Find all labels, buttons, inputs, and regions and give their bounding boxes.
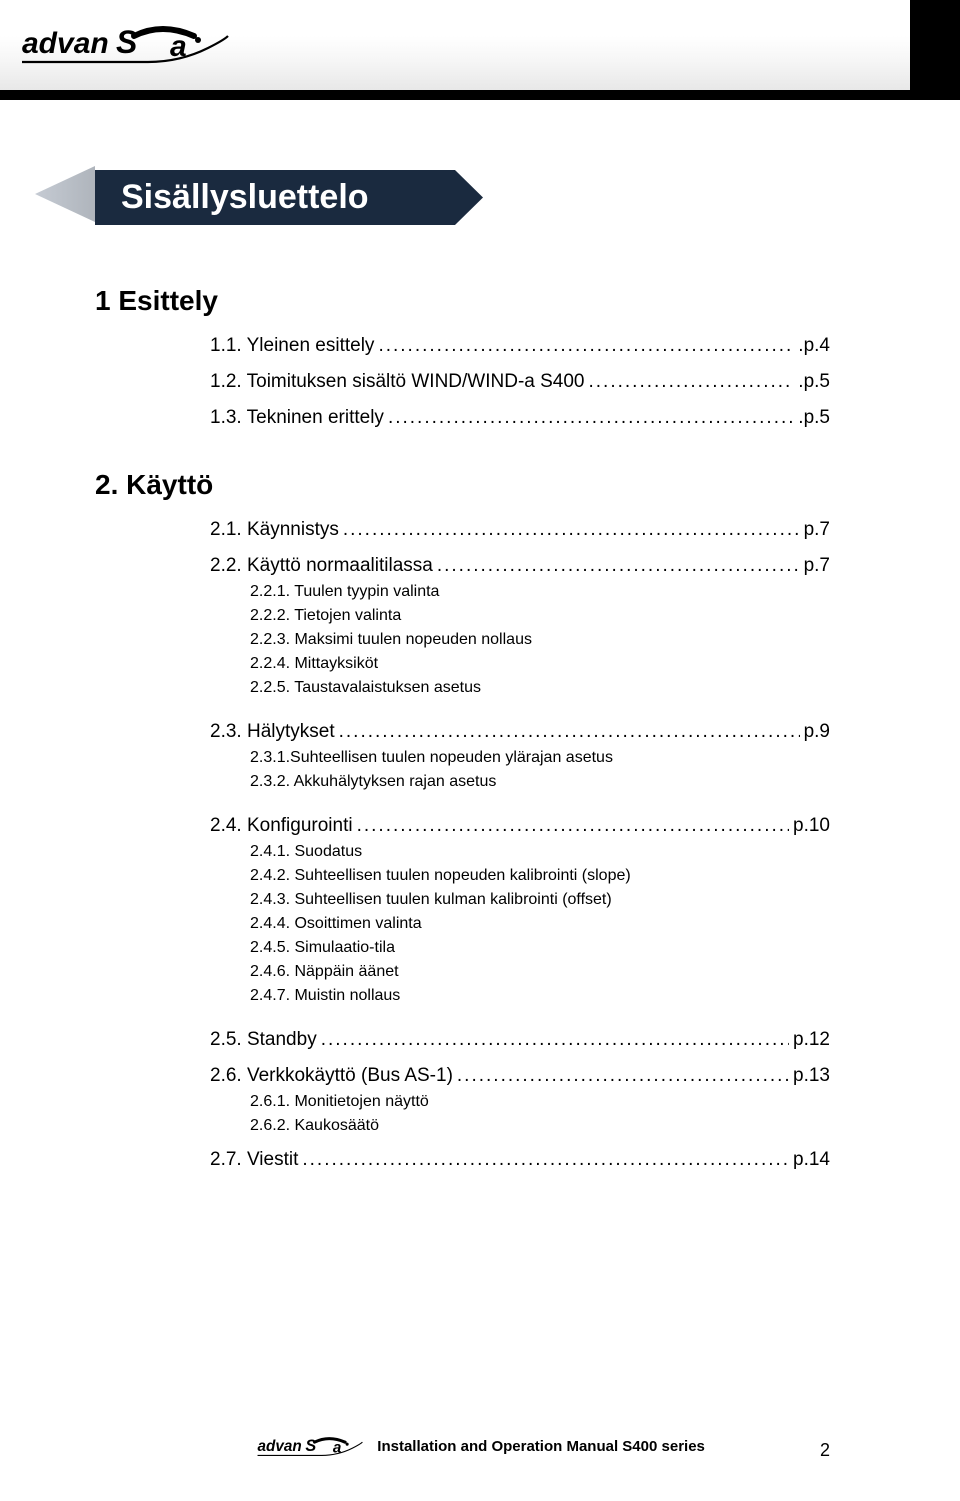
toc-entry: 2.6.2. Kaukosäätö xyxy=(250,1117,830,1135)
toc-label: 2.3. Hälytykset xyxy=(210,721,335,743)
toc-label: 2.1. Käynnistys xyxy=(210,519,339,541)
toc-page: p.12 xyxy=(793,1029,830,1051)
toc-label: 2.2.3. Maksimi tuulen nopeuden nollaus xyxy=(250,631,532,649)
toc-entry: 1.3. Tekninen erittely..................… xyxy=(210,407,830,429)
toc-label: 2.4.5. Simulaatio-tila xyxy=(250,939,395,957)
toc-entry: 2.4.3. Suhteellisen tuulen kulman kalibr… xyxy=(250,891,830,909)
toc-label: 2.4.2. Suhteellisen tuulen nopeuden kali… xyxy=(250,867,631,885)
toc-label: 2.7. Viestit xyxy=(210,1149,298,1171)
toc-dots: ........................................… xyxy=(457,1065,789,1087)
toc-entry: 2.4. Konfigurointi......................… xyxy=(210,815,830,837)
toc-label: 1.3. Tekninen erittely xyxy=(210,407,384,429)
footer-brand-logo: advan S a xyxy=(255,1433,367,1461)
toc-entry: 2.4.1. Suodatus xyxy=(250,843,830,861)
toc-dots: ........................................… xyxy=(378,335,794,357)
toc-label: 1.1. Yleinen esittely xyxy=(210,335,374,357)
toc-entry: 1.1. Yleinen esittely...................… xyxy=(210,335,830,357)
svg-text:advan: advan xyxy=(22,27,109,60)
toc-content: 1 Esittely 1.1. Yleinen esittely.........… xyxy=(0,285,960,1171)
toc-entry: 2.2.3. Maksimi tuulen nopeuden nollaus xyxy=(250,631,830,649)
toc-dots: ........................................… xyxy=(357,815,789,837)
toc-entry: 2.3.2. Akkuhälytyksen rajan asetus xyxy=(250,773,830,791)
toc-label: 2.4.6. Näppäin äänet xyxy=(250,963,399,981)
toc-label: 2.6.1. Monitietojen näyttö xyxy=(250,1093,429,1111)
toc-entry: 2.4.6. Näppäin äänet xyxy=(250,963,830,981)
toc-page: p.7 xyxy=(804,555,830,577)
toc-page: p.9 xyxy=(804,721,830,743)
toc-page: .p.5 xyxy=(798,407,830,429)
svg-text:S: S xyxy=(306,1437,317,1455)
toc-label: 2.2. Käyttö normaalitilassa xyxy=(210,555,433,577)
toc-dots: ........................................… xyxy=(437,555,800,577)
toc-label: 2.6. Verkkokäyttö (Bus AS-1) xyxy=(210,1065,453,1087)
toc-entry: 2.4.7. Muistin nollaus xyxy=(250,987,830,1005)
toc-label: 2.4.1. Suodatus xyxy=(250,843,362,861)
page-footer: advan S a Installation and Operation Man… xyxy=(0,1433,960,1461)
toc-dots: ........................................… xyxy=(343,519,800,541)
toc-entry: 2.2.5. Taustavalaistuksen asetus xyxy=(250,679,830,697)
toc-entry: 2.6. Verkkokäyttö (Bus AS-1)............… xyxy=(210,1065,830,1087)
toc-entry: 2.1. Käynnistys.........................… xyxy=(210,519,830,541)
toc-label: 2.2.4. Mittayksiköt xyxy=(250,655,378,673)
toc-label: 1.2. Toimituksen sisältö WIND/WIND-a S40… xyxy=(210,371,585,393)
toc-entry: 2.3. Hälytykset.........................… xyxy=(210,721,830,743)
header-black-block xyxy=(910,0,960,90)
svg-text:S: S xyxy=(116,24,138,60)
banner-shadow-arrow xyxy=(35,166,95,222)
brand-logo: advan S a xyxy=(22,18,232,73)
footer-text: Installation and Operation Manual S400 s… xyxy=(377,1438,705,1455)
heading-text: Sisällysluettelo xyxy=(121,178,369,216)
toc-label: 2.2.1. Tuulen tyypin valinta xyxy=(250,583,439,601)
toc-label: 2.6.2. Kaukosäätö xyxy=(250,1117,379,1135)
section-title: 1 Esittely xyxy=(95,285,830,317)
toc-entry: 2.3.1.Suhteellisen tuulen nopeuden ylära… xyxy=(250,749,830,767)
toc-page: .p.5 xyxy=(798,371,830,393)
toc-entry: 2.4.5. Simulaatio-tila xyxy=(250,939,830,957)
toc-page: .p.4 xyxy=(798,335,830,357)
toc-label: 2.2.5. Taustavalaistuksen asetus xyxy=(250,679,481,697)
toc-dots: ........................................… xyxy=(339,721,800,743)
page-header: advan S a xyxy=(0,0,960,100)
toc-entry: 1.2. Toimituksen sisältö WIND/WIND-a S40… xyxy=(210,371,830,393)
toc-entry: 2.6.1. Monitietojen näyttö xyxy=(250,1093,830,1111)
toc-page: p.13 xyxy=(793,1065,830,1087)
toc-entry: 2.2.1. Tuulen tyypin valinta xyxy=(250,583,830,601)
toc-label: 2.4. Konfigurointi xyxy=(210,815,353,837)
toc-page: p.14 xyxy=(793,1149,830,1171)
section-heading-banner: Sisällysluettelo xyxy=(95,170,595,225)
toc-dots: ........................................… xyxy=(388,407,794,429)
toc-dots: ........................................… xyxy=(589,371,795,393)
toc-dots: ........................................… xyxy=(321,1029,789,1051)
banner-arrow-right xyxy=(455,170,483,225)
page-number: 2 xyxy=(820,1440,830,1461)
toc-entry: 2.7. Viestit............................… xyxy=(210,1149,830,1171)
toc-page: p.7 xyxy=(804,519,830,541)
section-title: 2. Käyttö xyxy=(95,469,830,501)
toc-label: 2.5. Standby xyxy=(210,1029,317,1051)
toc-label: 2.3.2. Akkuhälytyksen rajan asetus xyxy=(250,773,496,791)
toc-label: 2.4.3. Suhteellisen tuulen kulman kalibr… xyxy=(250,891,612,909)
toc-label: 2.4.7. Muistin nollaus xyxy=(250,987,400,1005)
heading-title: Sisällysluettelo xyxy=(95,170,455,225)
svg-text:advan: advan xyxy=(258,1438,302,1455)
toc-entry: 2.2.2. Tietojen valinta xyxy=(250,607,830,625)
toc-dots: ........................................… xyxy=(302,1149,789,1171)
toc-entry: 2.2.4. Mittayksiköt xyxy=(250,655,830,673)
toc-entry: 2.2. Käyttö normaalitilassa.............… xyxy=(210,555,830,577)
toc-label: 2.3.1.Suhteellisen tuulen nopeuden ylära… xyxy=(250,749,613,767)
toc-label: 2.4.4. Osoittimen valinta xyxy=(250,915,422,933)
toc-page: p.10 xyxy=(793,815,830,837)
toc-label: 2.2.2. Tietojen valinta xyxy=(250,607,401,625)
toc-entry: 2.4.2. Suhteellisen tuulen nopeuden kali… xyxy=(250,867,830,885)
toc-entry: 2.4.4. Osoittimen valinta xyxy=(250,915,830,933)
toc-entry: 2.5. Standby............................… xyxy=(210,1029,830,1051)
